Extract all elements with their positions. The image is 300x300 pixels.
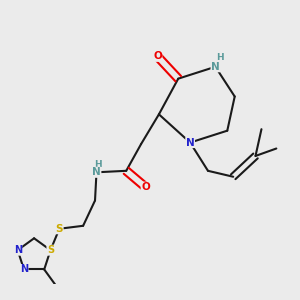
Text: N: N: [92, 167, 101, 177]
Text: S: S: [56, 224, 63, 234]
Text: N: N: [186, 138, 194, 148]
Text: O: O: [153, 51, 162, 62]
Text: O: O: [141, 182, 150, 192]
Text: S: S: [47, 245, 54, 255]
Text: H: H: [216, 53, 224, 62]
Text: N: N: [20, 265, 28, 275]
Text: N: N: [211, 62, 220, 72]
Text: N: N: [14, 245, 22, 255]
Text: H: H: [94, 160, 102, 169]
